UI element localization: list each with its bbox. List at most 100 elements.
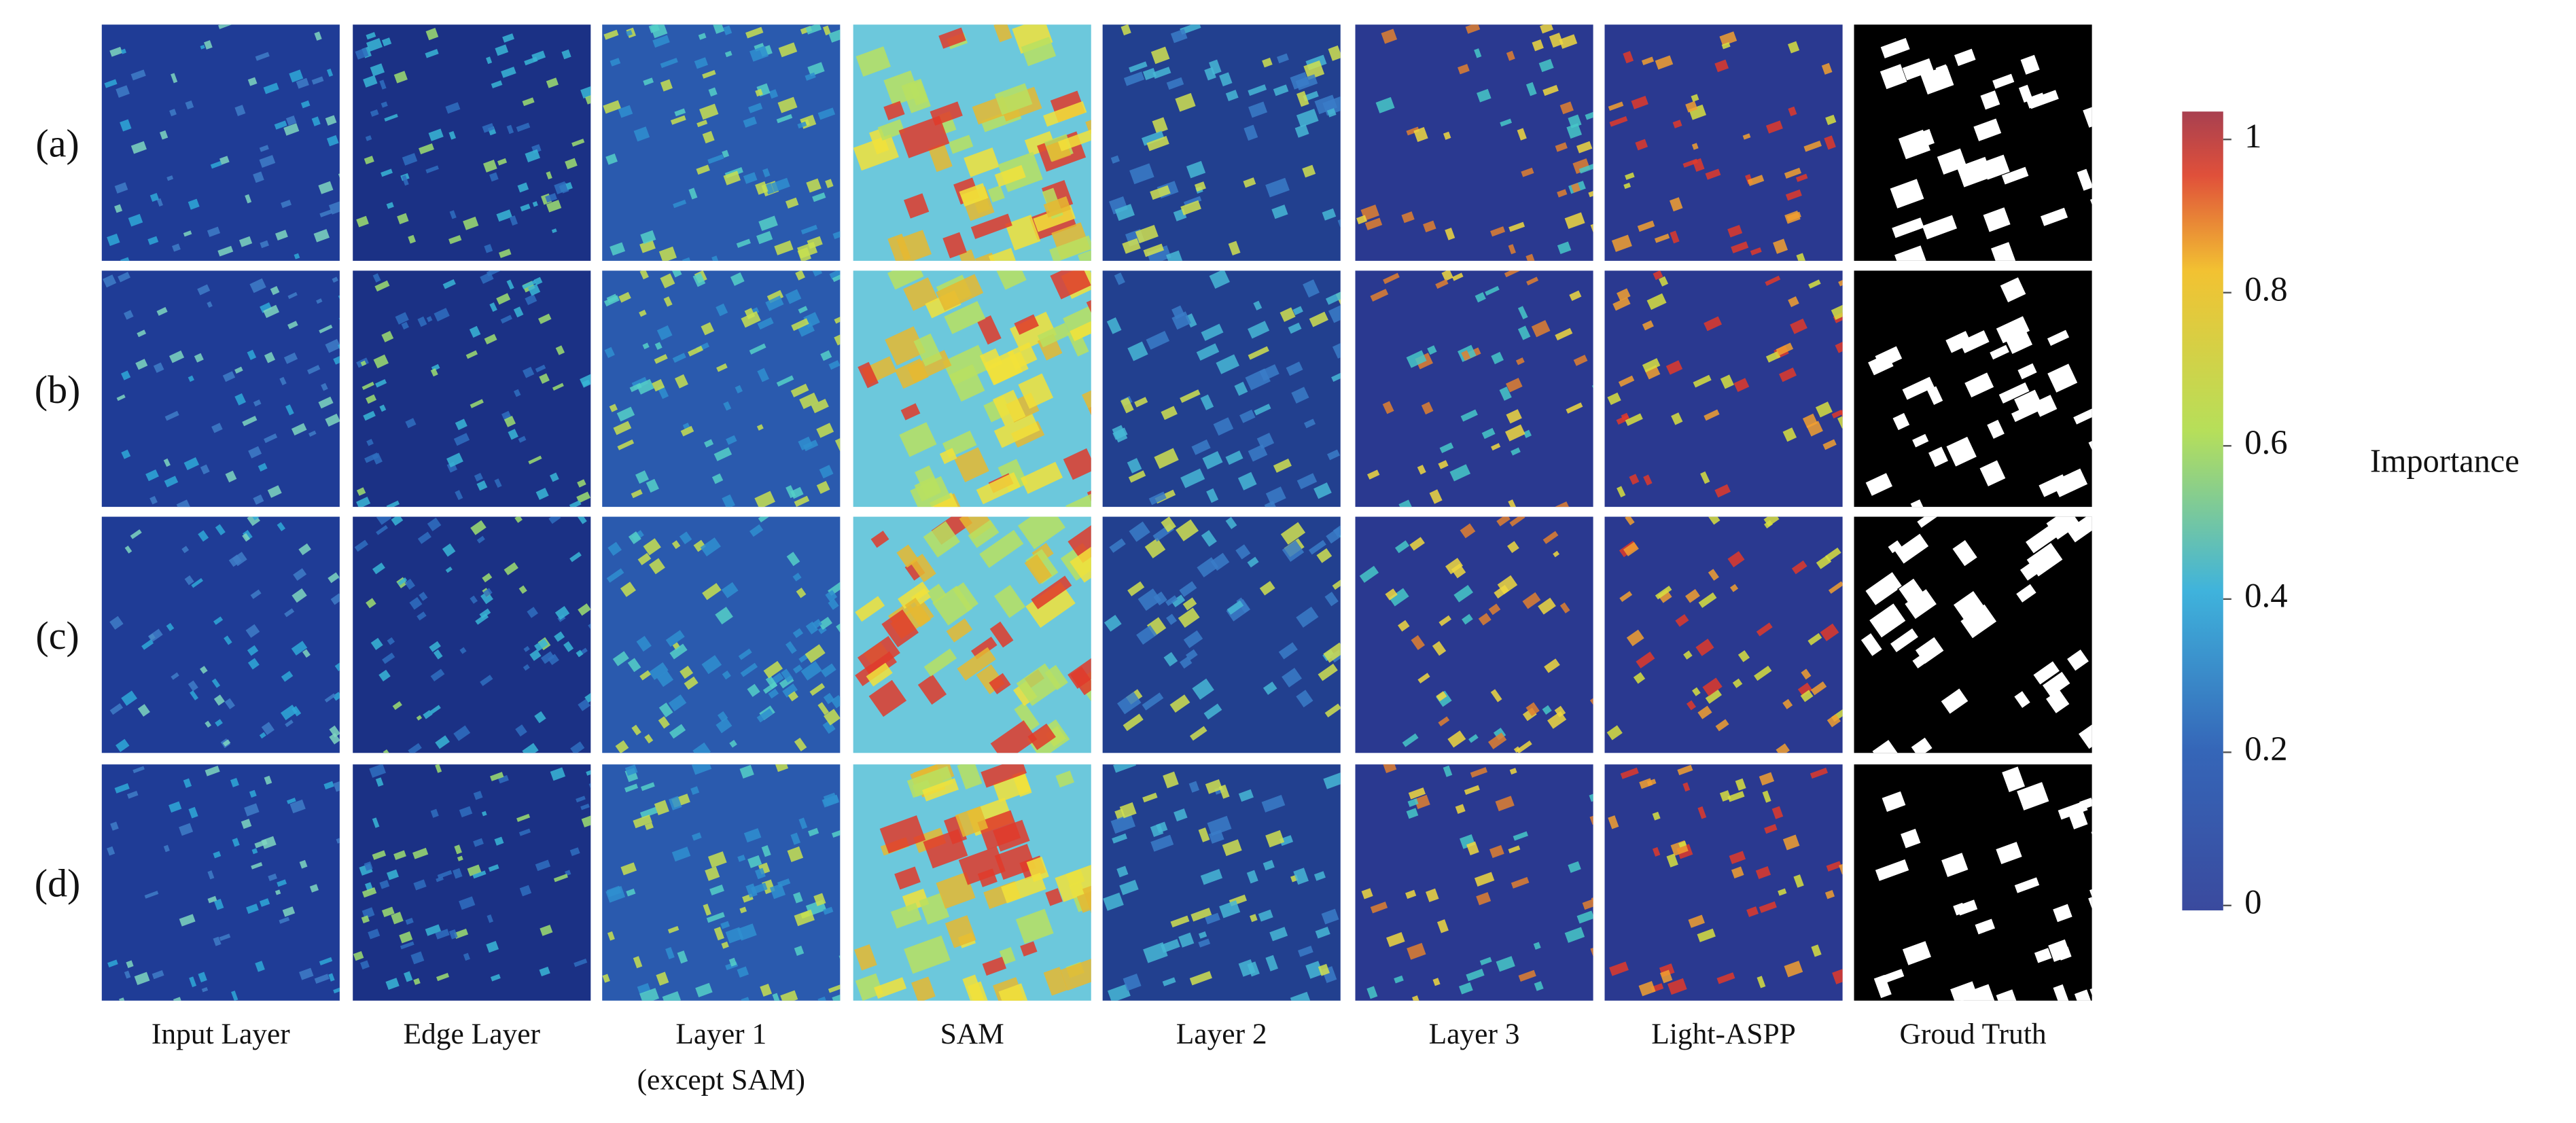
heat-blob (1443, 765, 1453, 777)
heat-blob (198, 530, 209, 542)
heat-blob (639, 806, 658, 819)
heat-blob (279, 916, 290, 924)
heat-blob (1110, 155, 1120, 164)
heat-blob (393, 850, 406, 860)
heat-blob (2088, 435, 2092, 463)
heat-blob (1860, 633, 1882, 656)
heat-blob (494, 836, 504, 846)
heat-blob (1776, 342, 1794, 356)
heat-blob (397, 213, 409, 225)
heat-blob (147, 236, 159, 245)
cell-pattern (109, 516, 340, 752)
heat-blob (1180, 24, 1201, 35)
heat-blob (409, 596, 423, 610)
heat-blob (455, 418, 467, 431)
heat-blob (442, 279, 456, 289)
heat-blob (1296, 690, 1313, 708)
heat-blob (1383, 272, 1400, 285)
heat-blob (319, 209, 333, 217)
heat-blob (338, 171, 340, 183)
heat-blob (1659, 276, 1669, 287)
heat-blob (1477, 88, 1492, 103)
heat-blob (1559, 101, 1574, 115)
heat-blob (1137, 588, 1161, 611)
heat-blob (1171, 594, 1186, 607)
heat-blob (580, 803, 590, 810)
heat-blob (1447, 730, 1466, 748)
heat-blob (1263, 859, 1275, 871)
heat-blob (2047, 363, 2078, 393)
heat-blob (1899, 578, 1926, 606)
heat-blob (1018, 373, 1054, 409)
heat-blob (1511, 876, 1530, 889)
heat-blob (1183, 630, 1203, 648)
heat-blob (853, 134, 899, 171)
heat-blob (879, 815, 926, 854)
heat-blob (2091, 829, 2092, 842)
heat-blob (942, 232, 967, 259)
heat-blob (1737, 650, 1750, 662)
heat-blob (141, 639, 154, 650)
heat-blob (930, 493, 959, 507)
cell-pattern (1607, 270, 1843, 498)
cell-background (853, 516, 1091, 753)
heat-blob (1557, 241, 1572, 255)
heat-blob (944, 815, 968, 844)
heat-blob (1296, 90, 1309, 107)
heat-blob (953, 447, 989, 482)
heat-blob (1475, 292, 1486, 303)
heat-blob (976, 472, 1021, 505)
heat-blob (453, 725, 471, 741)
heat-blob (1219, 72, 1233, 87)
heat-blob (338, 315, 340, 323)
heat-blob (116, 394, 126, 402)
heat-blob (1542, 705, 1552, 715)
heat-blob (1559, 34, 1578, 49)
heat-blob (948, 135, 974, 154)
heat-blob (1394, 540, 1410, 554)
heat-blob (1026, 856, 1049, 883)
heat-blob (188, 198, 200, 210)
heat-blob (702, 70, 716, 79)
heat-blob (313, 229, 330, 243)
heat-blob (913, 333, 942, 367)
heat-blob (1902, 941, 1931, 965)
heat-blob (1523, 429, 1532, 438)
heat-blob (1248, 84, 1267, 96)
heat-blob (709, 885, 724, 896)
heat-blob (449, 210, 457, 219)
heat-blob (1110, 813, 1136, 834)
heat-blob (1152, 117, 1168, 134)
heat-blob (1263, 681, 1277, 695)
heat-blob (1795, 173, 1808, 182)
heat-blob (517, 182, 529, 193)
heat-blob (1642, 358, 1661, 373)
heat-blob (152, 970, 164, 980)
heat-blob (1405, 889, 1417, 899)
heat-blob (395, 312, 409, 325)
heat-blob (1333, 524, 1341, 537)
heat-blob (1872, 740, 1900, 753)
heat-blob (130, 69, 146, 81)
heat-blob (540, 925, 553, 936)
heat-blob (639, 270, 649, 280)
heat-blob (654, 800, 669, 816)
heat-blob (1778, 888, 1787, 896)
heat-blob (1163, 652, 1178, 666)
heat-blob (926, 584, 947, 604)
heat-blob (1441, 270, 1453, 281)
heat-blob (757, 317, 774, 330)
heat-blob (908, 80, 929, 106)
heat-blob (137, 704, 150, 717)
heat-blob (1198, 938, 1211, 948)
cell-pattern (1104, 516, 1341, 741)
heat-blob (2046, 690, 2070, 713)
heat-blob (1464, 785, 1480, 795)
heat-blob (425, 165, 439, 174)
heat-blob (120, 119, 132, 132)
heat-blob (1049, 235, 1091, 261)
heat-blob (1150, 823, 1164, 838)
heat-blob (1248, 321, 1270, 339)
heat-blob (635, 470, 650, 484)
heat-blob (1180, 468, 1205, 488)
